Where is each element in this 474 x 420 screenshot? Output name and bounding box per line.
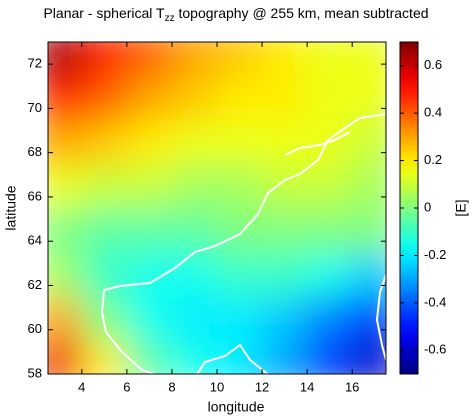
heatmap-cell bbox=[48, 118, 83, 165]
y-tick-label: 62 bbox=[28, 277, 42, 292]
heatmap-cell bbox=[216, 42, 263, 76]
coastline bbox=[196, 343, 270, 374]
y-tick-label: 70 bbox=[28, 100, 42, 115]
heatmap-cell bbox=[261, 74, 308, 120]
heatmap-cell bbox=[171, 296, 218, 342]
heatmap-cell bbox=[261, 207, 308, 253]
x-tick-label: 8 bbox=[168, 379, 175, 394]
heatmap bbox=[48, 42, 386, 374]
y-tick-label: 66 bbox=[28, 188, 42, 203]
heatmap-cell bbox=[48, 340, 83, 374]
title-part: topography @ 255 km, mean subtracted bbox=[175, 5, 429, 21]
x-tick-label: 14 bbox=[300, 379, 314, 394]
heatmap-cell bbox=[216, 207, 263, 253]
colorbar-tick-label: 0.6 bbox=[424, 57, 442, 72]
heatmap-cell bbox=[216, 296, 263, 342]
heatmap-cell bbox=[261, 296, 308, 342]
x-axis-label: longitude bbox=[208, 399, 265, 415]
heatmap-cell bbox=[81, 74, 128, 120]
heatmap-cell bbox=[216, 163, 263, 209]
heatmap-cell bbox=[351, 163, 386, 209]
heatmap-cell bbox=[171, 74, 218, 120]
y-tick-label: 58 bbox=[28, 365, 42, 380]
heatmap-cell bbox=[171, 207, 218, 253]
heatmap-cell bbox=[306, 340, 353, 374]
colorbar-label: [E] bbox=[453, 199, 469, 216]
heatmap-cell bbox=[48, 74, 83, 120]
heatmap-cell bbox=[351, 74, 386, 120]
heatmap-cell bbox=[48, 42, 83, 76]
coastline bbox=[375, 274, 386, 361]
heatmap-cell bbox=[351, 42, 386, 76]
heatmap-cell bbox=[306, 251, 353, 298]
title-subscript: zz bbox=[165, 13, 175, 24]
heatmap-cell bbox=[126, 207, 173, 253]
heatmap-cell bbox=[216, 118, 263, 165]
coastline bbox=[103, 113, 386, 291]
heatmap-cell bbox=[351, 296, 386, 342]
heatmap-cell bbox=[306, 296, 353, 342]
heatmap-cell bbox=[351, 118, 386, 165]
colorbar-tick-label: -0.2 bbox=[424, 247, 446, 262]
heatmap-cell bbox=[171, 251, 218, 298]
heatmap-cell bbox=[171, 118, 218, 165]
heatmap-cell bbox=[81, 163, 128, 209]
y-tick-label: 64 bbox=[28, 233, 42, 248]
heatmap-cell bbox=[306, 163, 353, 209]
heatmap-cell bbox=[48, 207, 83, 253]
heatmap-cell bbox=[261, 163, 308, 209]
heatmap-cell bbox=[81, 207, 128, 253]
x-tick-label: 4 bbox=[78, 379, 85, 394]
y-tick-label: 68 bbox=[28, 144, 42, 159]
colorbar-tick-label: -0.4 bbox=[424, 294, 446, 309]
heatmap-cell bbox=[261, 340, 308, 374]
y-tick-label: 60 bbox=[28, 321, 42, 336]
colorbar-tick-label: 0.2 bbox=[424, 152, 442, 167]
x-tick-label: 12 bbox=[255, 379, 269, 394]
heatmap-cell bbox=[48, 251, 83, 298]
heatmap-cell bbox=[351, 340, 386, 374]
heatmap-cell bbox=[216, 74, 263, 120]
coastline bbox=[100, 113, 386, 374]
heatmap-cell bbox=[171, 340, 218, 374]
heatmap-cell bbox=[261, 251, 308, 298]
y-tick-label: 72 bbox=[28, 56, 42, 71]
heatmap-cell bbox=[261, 118, 308, 165]
heatmap-cell bbox=[81, 42, 128, 76]
title-part: Planar - spherical T bbox=[43, 5, 165, 21]
y-axis-label: latitude bbox=[3, 185, 19, 230]
heatmap-cell bbox=[81, 118, 128, 165]
heatmap-cell bbox=[81, 340, 128, 374]
x-tick-label: 16 bbox=[345, 379, 359, 394]
heatmap-cell bbox=[126, 163, 173, 209]
colorbar-tick-label: 0 bbox=[424, 199, 431, 214]
heatmap-cell bbox=[126, 74, 173, 120]
colorbar-tick-label: -0.6 bbox=[424, 342, 446, 357]
heatmap-cell bbox=[306, 207, 353, 253]
heatmap-cell bbox=[171, 163, 218, 209]
heatmap-cell bbox=[126, 118, 173, 165]
heatmap-cell bbox=[48, 296, 83, 342]
heatmap-cell bbox=[351, 251, 386, 298]
x-tick-label: 10 bbox=[210, 379, 224, 394]
heatmap-cell bbox=[216, 251, 263, 298]
heatmap-cell bbox=[126, 340, 173, 374]
heatmap-cell bbox=[306, 74, 353, 120]
heatmap-cell bbox=[126, 42, 173, 76]
x-tick-label: 6 bbox=[123, 379, 130, 394]
colorbar-tick-label: 0.4 bbox=[424, 105, 442, 120]
chart-title: Planar - spherical Tzz topography @ 255 … bbox=[43, 5, 428, 24]
heatmap-cell bbox=[48, 163, 83, 209]
heatmap-cell bbox=[261, 42, 308, 76]
heatmap-cell bbox=[171, 42, 218, 76]
coastline bbox=[100, 289, 158, 374]
coastline bbox=[284, 131, 351, 156]
heatmap-cell bbox=[351, 207, 386, 253]
heatmap-cell bbox=[306, 42, 353, 76]
heatmap-cell bbox=[126, 296, 173, 342]
heatmap-cells bbox=[48, 42, 386, 374]
